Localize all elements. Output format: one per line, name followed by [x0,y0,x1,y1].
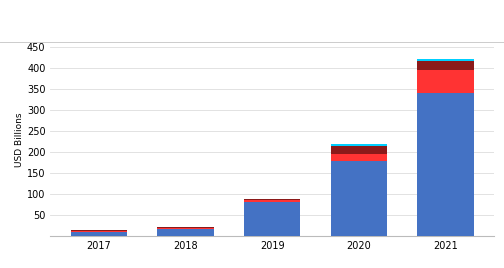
Bar [417,61,474,70]
Bar [417,70,474,93]
Bar [244,200,300,202]
Y-axis label: USD Billions: USD Billions [15,112,24,167]
Bar [157,227,214,228]
Bar [244,202,300,236]
Bar [71,230,127,232]
Bar [331,154,387,161]
Bar [417,93,474,236]
Bar [331,146,387,154]
Bar [331,144,387,146]
Bar [244,199,300,200]
Bar [331,161,387,236]
Bar [71,232,127,236]
Bar [417,59,474,61]
Bar [157,229,214,236]
Bar [157,228,214,229]
